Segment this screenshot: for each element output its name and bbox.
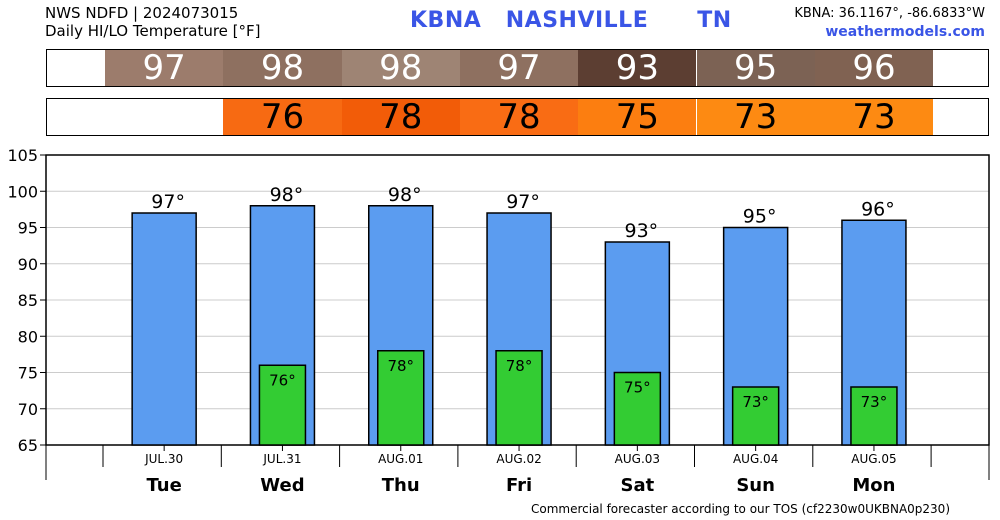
lo-cell-fri: 78 bbox=[459, 97, 579, 137]
high-bar bbox=[131, 212, 197, 446]
high-label: 97° bbox=[506, 191, 540, 213]
low-label: 75° bbox=[624, 379, 651, 397]
day-label: Sun bbox=[736, 475, 775, 496]
low-bar bbox=[377, 350, 425, 446]
high-label: 98° bbox=[388, 184, 422, 206]
hi-cell-thu: 98 bbox=[341, 48, 460, 88]
product-line: NWS NDFD | 2024073015 bbox=[45, 4, 239, 22]
footer-note: Commercial forecaster according to our T… bbox=[530, 502, 950, 516]
hi-cell-mon: 96 bbox=[814, 48, 934, 88]
site-link[interactable]: weathermodels.com bbox=[825, 24, 985, 40]
state-name: TN bbox=[697, 8, 732, 33]
low-bar bbox=[258, 364, 307, 446]
date-label: AUG.01 bbox=[378, 452, 423, 466]
low-label: 78° bbox=[387, 357, 414, 375]
hi-cell-sun: 95 bbox=[696, 48, 815, 88]
low-bar bbox=[613, 371, 662, 446]
high-label: 98° bbox=[270, 184, 304, 206]
low-label: 78° bbox=[506, 357, 533, 375]
low-bar bbox=[850, 386, 898, 446]
y-tick-label: 80 bbox=[18, 327, 38, 346]
hi-cell-tue: 97 bbox=[105, 48, 224, 88]
high-label: 96° bbox=[861, 198, 895, 220]
y-tick-label: 70 bbox=[18, 400, 38, 419]
low-bar bbox=[495, 350, 543, 446]
lo-cell-sun: 73 bbox=[696, 97, 815, 137]
lo-cell-wed: 76 bbox=[223, 97, 342, 137]
lo-cell-thu: 78 bbox=[341, 97, 460, 137]
city-name: NASHVILLE bbox=[505, 8, 649, 33]
day-label: Tue bbox=[146, 475, 181, 496]
y-tick-label: 75 bbox=[18, 364, 38, 383]
day-label: Fri bbox=[506, 475, 532, 496]
date-label: AUG.04 bbox=[733, 452, 778, 466]
low-label: 76° bbox=[269, 371, 296, 389]
coordinates: KBNA: 36.1167°, -86.6833°W bbox=[794, 6, 985, 21]
chart-title: Daily HI/LO Temperature [°F] bbox=[45, 22, 261, 40]
y-tick-label: 90 bbox=[18, 255, 38, 274]
location-title: KBNA NASHVILLE TN bbox=[410, 8, 732, 33]
y-tick-label: 65 bbox=[18, 436, 38, 455]
high-temp-strip: 97 98 98 97 93 95 96 bbox=[46, 48, 989, 88]
header-right: KBNA: 36.1167°, -86.6833°W weathermodels… bbox=[794, 5, 985, 41]
day-label: Mon bbox=[852, 475, 895, 496]
low-label: 73° bbox=[861, 393, 888, 411]
y-tick-label: 100 bbox=[7, 182, 38, 201]
date-label: JUL.31 bbox=[262, 452, 301, 466]
y-tick-label: 105 bbox=[7, 146, 38, 165]
lo-cell-sat: 75 bbox=[578, 97, 697, 137]
high-label: 97° bbox=[151, 191, 185, 213]
hi-cell-wed: 98 bbox=[223, 48, 342, 88]
station-id: KBNA bbox=[410, 8, 482, 33]
date-label: JUL.30 bbox=[144, 452, 183, 466]
low-label: 73° bbox=[742, 393, 769, 411]
low-temp-strip: 76 78 78 75 73 73 bbox=[46, 97, 989, 137]
date-label: AUG.05 bbox=[851, 452, 896, 466]
date-label: AUG.03 bbox=[615, 452, 660, 466]
y-tick-label: 85 bbox=[18, 291, 38, 310]
y-tick-label: 95 bbox=[18, 219, 38, 238]
date-label: AUG.02 bbox=[496, 452, 541, 466]
hi-cell-fri: 97 bbox=[459, 48, 579, 88]
day-label: Sat bbox=[620, 475, 654, 496]
chart-header: NWS NDFD | 2024073015 Daily HI/LO Temper… bbox=[45, 4, 261, 40]
hi-cell-sat: 93 bbox=[578, 48, 697, 88]
high-label: 95° bbox=[743, 206, 777, 228]
high-label: 93° bbox=[625, 220, 659, 242]
low-bar bbox=[731, 386, 780, 446]
day-label: Wed bbox=[260, 475, 304, 496]
day-label: Thu bbox=[382, 475, 420, 496]
lo-cell-mon: 73 bbox=[814, 97, 934, 137]
